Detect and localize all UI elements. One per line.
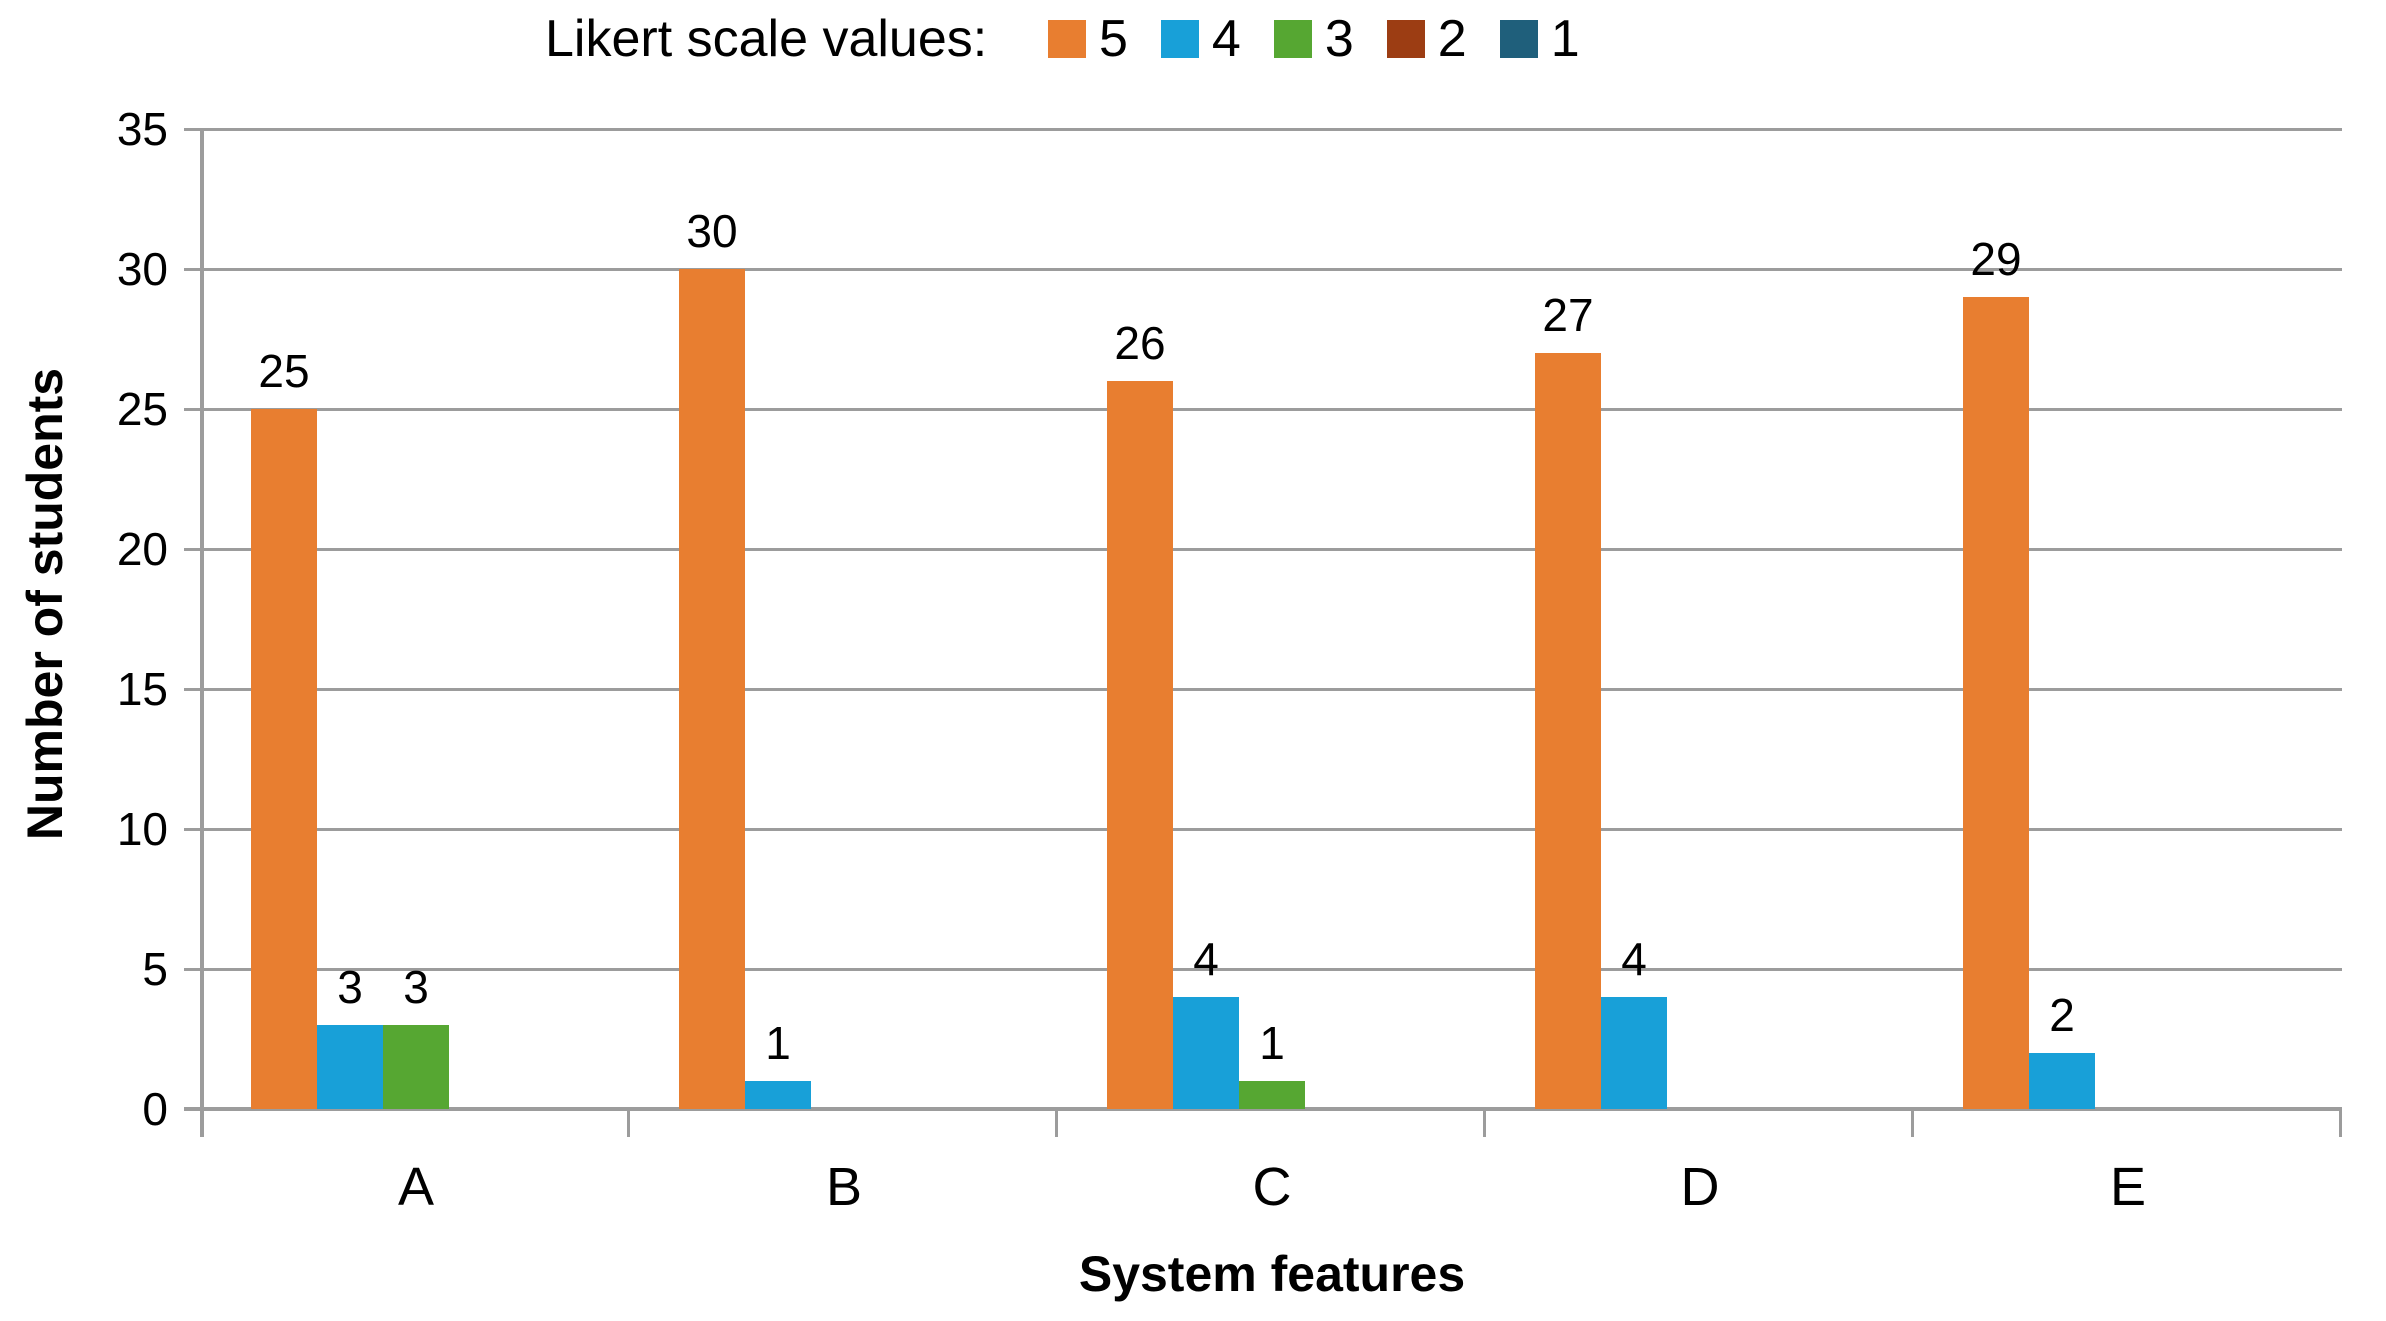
data-label-series5-E: 29 (1970, 233, 2022, 285)
x-tick-4 (1911, 1111, 1914, 1137)
legend-item-4: 4 (1160, 8, 1241, 70)
bar-series3-A (383, 1025, 449, 1109)
bar-series5-E (1963, 297, 2029, 1109)
gridline-y35 (202, 127, 2342, 131)
legend-label-5: 5 (1099, 10, 1128, 68)
y-tick-20 (184, 547, 202, 551)
data-label-series4-D: 4 (1621, 933, 1647, 985)
bar-series5-B (679, 269, 745, 1109)
bar-series4-C (1173, 997, 1239, 1109)
legend-items: 5 4 3 2 1 (1048, 4, 1580, 74)
legend-item-3: 3 (1273, 8, 1354, 70)
legend-label-2: 2 (1437, 10, 1467, 68)
bar-series4-E (2029, 1053, 2095, 1109)
data-label-series5-C: 26 (1114, 317, 1166, 369)
gridline-y25 (202, 407, 2342, 411)
x-tick-2 (1055, 1111, 1058, 1137)
category-label-D: D (1680, 1157, 1720, 1217)
x-axis-title: System features (1078, 1246, 1466, 1302)
y-tick-label-5: 5 (142, 943, 168, 995)
legend-item-1: 1 (1499, 8, 1580, 70)
legend-label-1: 1 (1550, 10, 1580, 68)
y-tick-label-20: 20 (116, 523, 168, 575)
bar-series5-D (1535, 353, 1601, 1109)
category-label-B: B (825, 1157, 863, 1217)
x-tick-1 (627, 1111, 630, 1137)
bar-series4-D (1601, 997, 1667, 1109)
legend-swatch-3 (1273, 20, 1312, 58)
gridline-y30 (202, 267, 2342, 271)
y-tick-10 (184, 827, 202, 831)
x-tick-5 (2339, 1111, 2342, 1137)
data-label-series4-C: 4 (1193, 933, 1219, 985)
bar-series5-A (251, 409, 317, 1109)
data-label-series3-A: 3 (403, 961, 429, 1013)
y-axis-title: Number of students (17, 367, 73, 841)
bar-series4-B (745, 1081, 811, 1109)
chart-legend: Likert scale values: 5 4 3 2 1 (0, 4, 2386, 74)
data-label-series5-B: 30 (686, 205, 738, 257)
legend-swatch-1 (1499, 20, 1538, 58)
legend-swatch-4 (1160, 20, 1199, 58)
bar-series4-A (317, 1025, 383, 1109)
legend-swatch-5 (1048, 20, 1086, 58)
data-label-series4-E: 2 (2049, 989, 2075, 1041)
y-tick-5 (184, 967, 202, 971)
y-tick-label-0: 0 (142, 1083, 168, 1135)
data-label-series5-D: 27 (1542, 289, 1594, 341)
x-axis-line (184, 1107, 2342, 1111)
y-tick-15 (184, 687, 202, 691)
y-tick-25 (184, 407, 202, 411)
bar-series5-C (1107, 381, 1173, 1109)
bar-series3-C (1239, 1081, 1305, 1109)
legend-label-4: 4 (1211, 10, 1241, 68)
data-label-series3-C: 1 (1259, 1017, 1285, 1069)
gridline-y15 (202, 687, 2342, 691)
y-tick-label-25: 25 (116, 383, 168, 435)
y-tick-label-35: 35 (116, 103, 168, 155)
legend-item-5: 5 (1048, 8, 1128, 70)
data-label-series4-B: 1 (765, 1017, 791, 1069)
gridline-y5 (202, 967, 2342, 971)
y-tick-label-15: 15 (116, 663, 168, 715)
y-tick-label-30: 30 (116, 243, 168, 295)
gridline-y20 (202, 547, 2342, 551)
category-label-A: A (397, 1157, 435, 1217)
data-label-series4-A: 3 (337, 961, 363, 1013)
y-tick-label-10: 10 (116, 803, 168, 855)
x-tick-3 (1483, 1111, 1486, 1137)
y-tick-35 (184, 127, 202, 131)
category-label-E: E (2109, 1157, 2147, 1217)
gridline-y10 (202, 827, 2342, 831)
data-label-series5-A: 25 (258, 345, 310, 397)
legend-item-2: 2 (1386, 8, 1467, 70)
legend-label-3: 3 (1324, 10, 1354, 68)
y-tick-30 (184, 267, 202, 271)
legend-swatch-2 (1386, 20, 1425, 58)
y-axis-line (200, 129, 204, 1137)
category-label-C: C (1252, 1157, 1292, 1217)
legend-title: Likert scale values: (545, 10, 988, 68)
